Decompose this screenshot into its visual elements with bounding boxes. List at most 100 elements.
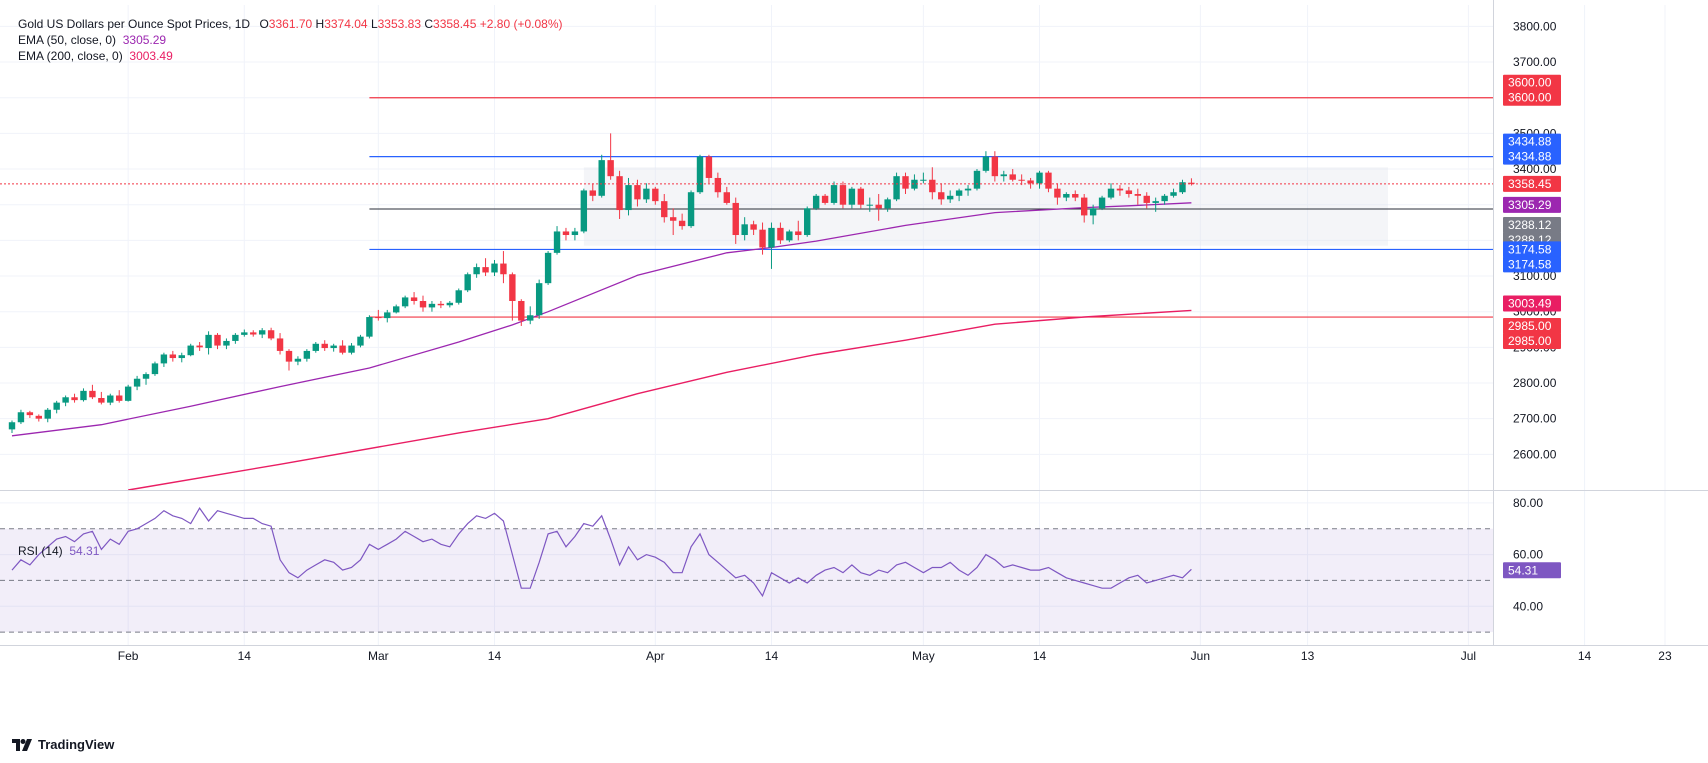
candle-body	[250, 332, 257, 335]
candle	[62, 395, 69, 407]
candle-body	[241, 332, 248, 335]
candle	[491, 259, 498, 277]
candle	[991, 151, 999, 182]
candle	[401, 295, 409, 309]
candle-body	[267, 330, 275, 339]
candlesticks	[8, 133, 1195, 433]
candle-body	[276, 338, 284, 351]
badge-support-a-bg	[1503, 318, 1561, 335]
candle-body	[35, 415, 43, 419]
candle-body	[589, 190, 596, 196]
rsi-value: 54.31	[69, 544, 100, 558]
candle	[938, 183, 945, 205]
badge-support-a: 2985.00	[1503, 318, 1561, 335]
candle	[464, 272, 471, 293]
candle-body	[455, 290, 462, 303]
candle	[330, 343, 337, 352]
candle-body	[232, 334, 239, 341]
ema200-path	[128, 309, 1192, 491]
time-tick-label: 14	[488, 649, 502, 663]
candle-body	[473, 267, 480, 275]
candle	[955, 188, 963, 202]
candle	[1170, 188, 1177, 198]
candle	[375, 309, 382, 321]
candle	[133, 375, 141, 391]
candle-body	[696, 156, 704, 193]
candle	[553, 226, 561, 255]
candle	[973, 169, 981, 191]
candle-body	[133, 378, 141, 387]
badge-ema200-bg	[1503, 295, 1561, 312]
candle-body	[151, 363, 159, 375]
badge-support-b: 2985.00	[1503, 333, 1561, 350]
candle	[518, 299, 525, 326]
close-label: C	[424, 17, 434, 31]
candle-body	[491, 263, 498, 273]
candle-body	[107, 395, 114, 403]
candle	[294, 356, 302, 366]
candle	[1063, 192, 1070, 202]
candle	[205, 331, 212, 355]
badge-support-b-bg	[1503, 333, 1561, 350]
candle-body	[741, 224, 748, 236]
candle-body	[616, 176, 623, 211]
price-tick-label: 3400.00	[1513, 162, 1557, 176]
candle	[169, 350, 177, 362]
candle-body	[1125, 190, 1133, 195]
candle	[410, 292, 418, 305]
candle-body	[661, 201, 668, 218]
candle	[116, 390, 123, 403]
candle	[759, 222, 766, 255]
time-tick-label: 14	[1033, 649, 1047, 663]
rsi-background	[0, 528, 1493, 633]
candle	[839, 181, 847, 209]
candle-body	[223, 340, 230, 346]
candle	[652, 186, 659, 205]
candle	[241, 329, 248, 337]
candle-body	[607, 160, 614, 177]
price-tick-label: 2600.00	[1513, 447, 1557, 461]
candle-body	[62, 397, 69, 403]
candle-body	[1179, 182, 1186, 193]
candle-body	[178, 355, 185, 359]
change-value: +2.80 (+0.08%)	[479, 17, 563, 31]
candle-body	[714, 177, 722, 193]
candle-body	[955, 190, 963, 196]
candle-body	[982, 156, 990, 171]
candle-body	[428, 303, 436, 308]
ema200-label: EMA (200, close, 0)	[18, 49, 123, 63]
candle-body	[205, 334, 212, 349]
candle-body	[71, 397, 78, 401]
badge-range-top-b: 3434.88	[1503, 148, 1561, 165]
candle-body	[902, 176, 909, 189]
candle	[705, 154, 713, 184]
candle	[35, 414, 43, 422]
symbol-legend: Gold US Dollars per Ounce Spot Prices, 1…	[18, 16, 563, 32]
ema50-path	[11, 202, 1192, 437]
candle-body	[258, 330, 266, 335]
candle-body	[116, 395, 123, 401]
badge-resistance-b-text: 3600.00	[1508, 91, 1552, 105]
horizontal-levels[interactable]	[369, 97, 1493, 318]
candle-body	[1027, 180, 1034, 184]
candle-body	[643, 188, 650, 200]
badge-range-bottom-b-bg	[1503, 256, 1561, 273]
candle	[500, 251, 507, 284]
candle	[482, 258, 489, 277]
candle	[187, 343, 194, 357]
candle-body	[1143, 195, 1150, 203]
rsi-line	[11, 506, 1192, 598]
candle	[357, 334, 364, 348]
candle	[848, 186, 856, 209]
candle-body	[339, 345, 346, 353]
time-tick-label: Jun	[1191, 649, 1210, 663]
candle-body	[652, 188, 659, 202]
badge-range-top-a: 3434.88	[1503, 133, 1561, 150]
candle	[982, 151, 990, 173]
candle	[1107, 183, 1115, 200]
badge-ema50-bg	[1503, 196, 1561, 213]
rsi-path	[11, 506, 1192, 598]
tradingview-logo[interactable]: TradingView	[12, 737, 114, 752]
candle-body	[938, 192, 945, 200]
